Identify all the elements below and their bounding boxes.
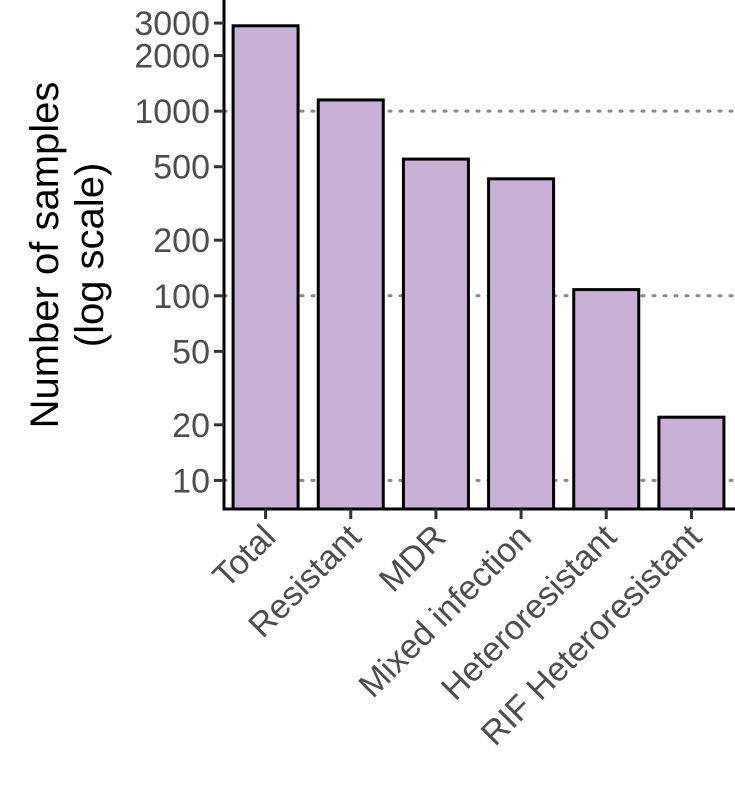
x-tick-label-total: Total <box>206 518 284 596</box>
bar-resistant <box>316 98 385 511</box>
y-tick-label-2000: 2000 <box>134 38 210 76</box>
y-tick-label-500: 500 <box>153 149 210 187</box>
y-tick-label-20: 20 <box>172 407 210 445</box>
y-tick-label-200: 200 <box>153 222 210 260</box>
y-axis-title-line-2: (log scale) <box>68 163 112 348</box>
y-tick-label-50: 50 <box>172 333 210 371</box>
bar-mdr <box>401 157 470 511</box>
y-axis-title: Number of samples (log scale) <box>23 82 112 429</box>
y-tick-label-10: 10 <box>172 462 210 500</box>
bar-rif-heteroresistant <box>657 415 726 511</box>
grid-layer <box>222 109 735 482</box>
bar-total <box>231 24 300 511</box>
y-tick-label-3000: 3000 <box>134 5 210 43</box>
y-tick-label-100: 100 <box>153 278 210 316</box>
y-tick-label-1000: 1000 <box>134 93 210 131</box>
y-axis-title-line-1: Number of samples <box>23 82 67 429</box>
bar-heteroresistant <box>572 288 641 511</box>
bars-layer <box>231 24 726 511</box>
bar-mixed-infection <box>487 177 556 511</box>
